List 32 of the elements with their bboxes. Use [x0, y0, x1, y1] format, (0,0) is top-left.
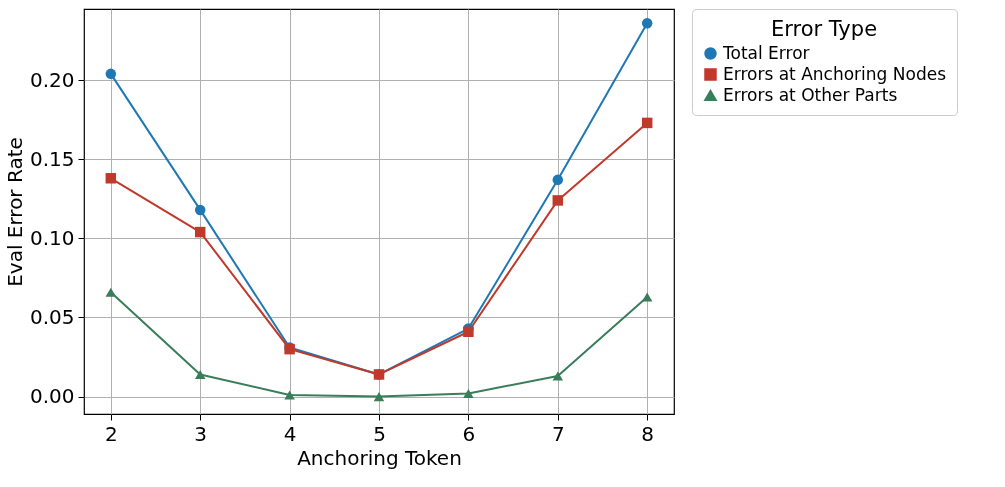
point: [373, 392, 385, 402]
x-tick-label: 2: [104, 421, 118, 446]
point: [552, 195, 564, 206]
point: [105, 68, 117, 80]
point: [641, 117, 653, 129]
y-tick-label: 0.10: [29, 225, 75, 250]
x-tick-label: 3: [194, 421, 208, 446]
point: [463, 388, 474, 398]
x-tick-label: 7: [551, 421, 565, 446]
point: [552, 174, 564, 186]
x-tick-label: 4: [283, 421, 297, 446]
x-tick-label: 8: [641, 421, 655, 446]
point: [105, 173, 117, 184]
y-axis-title: Eval Error Rate: [2, 137, 27, 287]
legend-label: Errors at Other Parts: [723, 84, 898, 105]
x-tick-label: 5: [373, 421, 386, 446]
y-tick-label: 0.20: [29, 67, 75, 92]
point: [641, 18, 653, 29]
point: [194, 369, 206, 379]
x-tick-label: 6: [462, 421, 476, 446]
x-axis-title: Anchoring Token: [297, 445, 462, 470]
point: [194, 226, 206, 238]
point: [552, 371, 564, 381]
y-tick-label: 0.15: [29, 146, 75, 171]
point: [284, 390, 295, 400]
legend-label: Errors at Anchoring Nodes: [723, 63, 947, 84]
point: [105, 287, 117, 297]
legend-label: Total Error: [722, 42, 810, 63]
y-tick-label: 0.00: [29, 384, 75, 409]
point: [194, 204, 206, 216]
legend-title: Error Type: [770, 17, 878, 41]
y-tick-label: 0.05: [29, 305, 75, 329]
